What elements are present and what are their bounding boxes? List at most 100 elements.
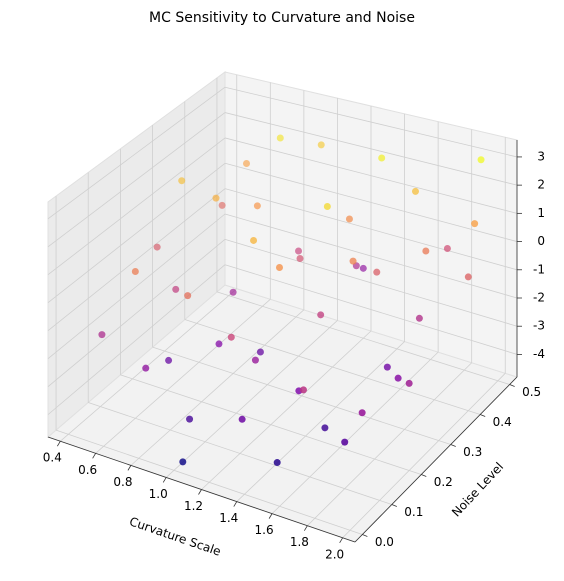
- y-tick-label: 0.4: [493, 415, 512, 429]
- z-tick-label: 2: [537, 178, 545, 192]
- point: [443, 245, 451, 253]
- point: [215, 340, 223, 348]
- grid-line: [201, 330, 372, 490]
- z-tick-label: 1: [537, 206, 545, 220]
- grid-line: [55, 429, 363, 535]
- point: [276, 134, 284, 142]
- z-tick-label: -4: [533, 347, 545, 361]
- point: [229, 288, 237, 296]
- x-tick-label: 1.0: [149, 487, 168, 501]
- point: [142, 364, 150, 372]
- y-tick-label: 0.1: [404, 505, 423, 519]
- grid-line: [224, 213, 518, 299]
- x-tick: [339, 537, 343, 543]
- point: [373, 268, 381, 276]
- grid-line: [224, 188, 518, 271]
- x-tick: [268, 513, 273, 519]
- x-axis-label: Curvature Scale: [128, 514, 223, 558]
- grid-line: [130, 309, 305, 466]
- x-tick: [162, 477, 167, 483]
- point: [172, 285, 180, 293]
- y-tick: [421, 474, 427, 477]
- grid-line: [95, 298, 271, 454]
- point: [184, 292, 192, 300]
- point: [296, 254, 304, 262]
- grid-line: [47, 188, 226, 332]
- point: [394, 374, 402, 382]
- point: [98, 331, 106, 339]
- y-tick-label: 0.3: [463, 445, 482, 459]
- x-tick-label: 2.0: [325, 547, 344, 561]
- z-tick-label: 0: [537, 234, 545, 248]
- grid-line: [224, 86, 518, 158]
- y-axis-line: [354, 376, 518, 543]
- x-tick-label: 1.4: [219, 511, 238, 525]
- point: [295, 247, 303, 255]
- x-tick: [92, 453, 96, 459]
- point: [383, 363, 391, 371]
- y-tick-label: 0.0: [375, 535, 394, 549]
- point: [227, 333, 235, 341]
- y-tick-label: 0.5: [522, 385, 541, 399]
- grid-line: [47, 239, 226, 387]
- grid-line: [224, 112, 518, 186]
- grid-line: [224, 238, 518, 327]
- grid-line: [307, 362, 472, 526]
- point: [251, 356, 259, 364]
- grid-line: [236, 341, 405, 502]
- point: [179, 458, 187, 466]
- point: [317, 311, 325, 319]
- grid-line: [60, 288, 238, 442]
- point: [349, 257, 357, 265]
- grid: [47, 74, 518, 539]
- grid-line: [224, 162, 518, 242]
- y-axis-label: Noise Level: [449, 460, 506, 520]
- panes: [47, 71, 518, 543]
- x-tick-label: 0.8: [113, 475, 132, 489]
- point: [317, 141, 325, 149]
- x-tick-label: 0.4: [43, 451, 62, 465]
- point: [477, 156, 485, 164]
- grid-line: [47, 264, 226, 415]
- x-tick-label: 1.2: [184, 499, 203, 513]
- point: [321, 424, 329, 432]
- x-tick-label: 1.6: [255, 523, 274, 537]
- point: [218, 201, 226, 209]
- grid-line: [224, 264, 518, 355]
- x-axis-line: [47, 436, 356, 543]
- grid-line: [152, 346, 451, 445]
- x-tick: [57, 441, 61, 447]
- y-tick: [362, 534, 368, 537]
- z-tick-label: -2: [533, 291, 545, 305]
- point: [242, 159, 250, 167]
- point: [153, 243, 161, 251]
- grid-line: [224, 137, 518, 214]
- point: [186, 415, 194, 423]
- x-tick: [233, 501, 238, 507]
- x-tick: [304, 525, 308, 531]
- y-tick: [391, 504, 397, 507]
- point: [275, 263, 283, 271]
- point: [299, 386, 307, 394]
- x-tick-label: 0.6: [78, 463, 97, 477]
- x-tick-label: 1.8: [290, 535, 309, 549]
- z-tick-label: -3: [533, 319, 545, 333]
- point: [422, 247, 430, 255]
- point: [323, 203, 331, 211]
- y-tick-label: 0.2: [434, 475, 453, 489]
- point: [471, 220, 479, 228]
- point: [341, 438, 349, 446]
- point: [131, 268, 139, 276]
- point: [415, 314, 423, 322]
- y-tick: [450, 444, 456, 447]
- point: [253, 202, 261, 210]
- point: [411, 187, 419, 195]
- point: [378, 154, 386, 162]
- point: [405, 379, 413, 387]
- point: [165, 356, 173, 364]
- grid-line: [88, 402, 392, 505]
- grid-line: [342, 373, 506, 539]
- grid-line: [47, 86, 226, 220]
- x-tick: [127, 465, 132, 471]
